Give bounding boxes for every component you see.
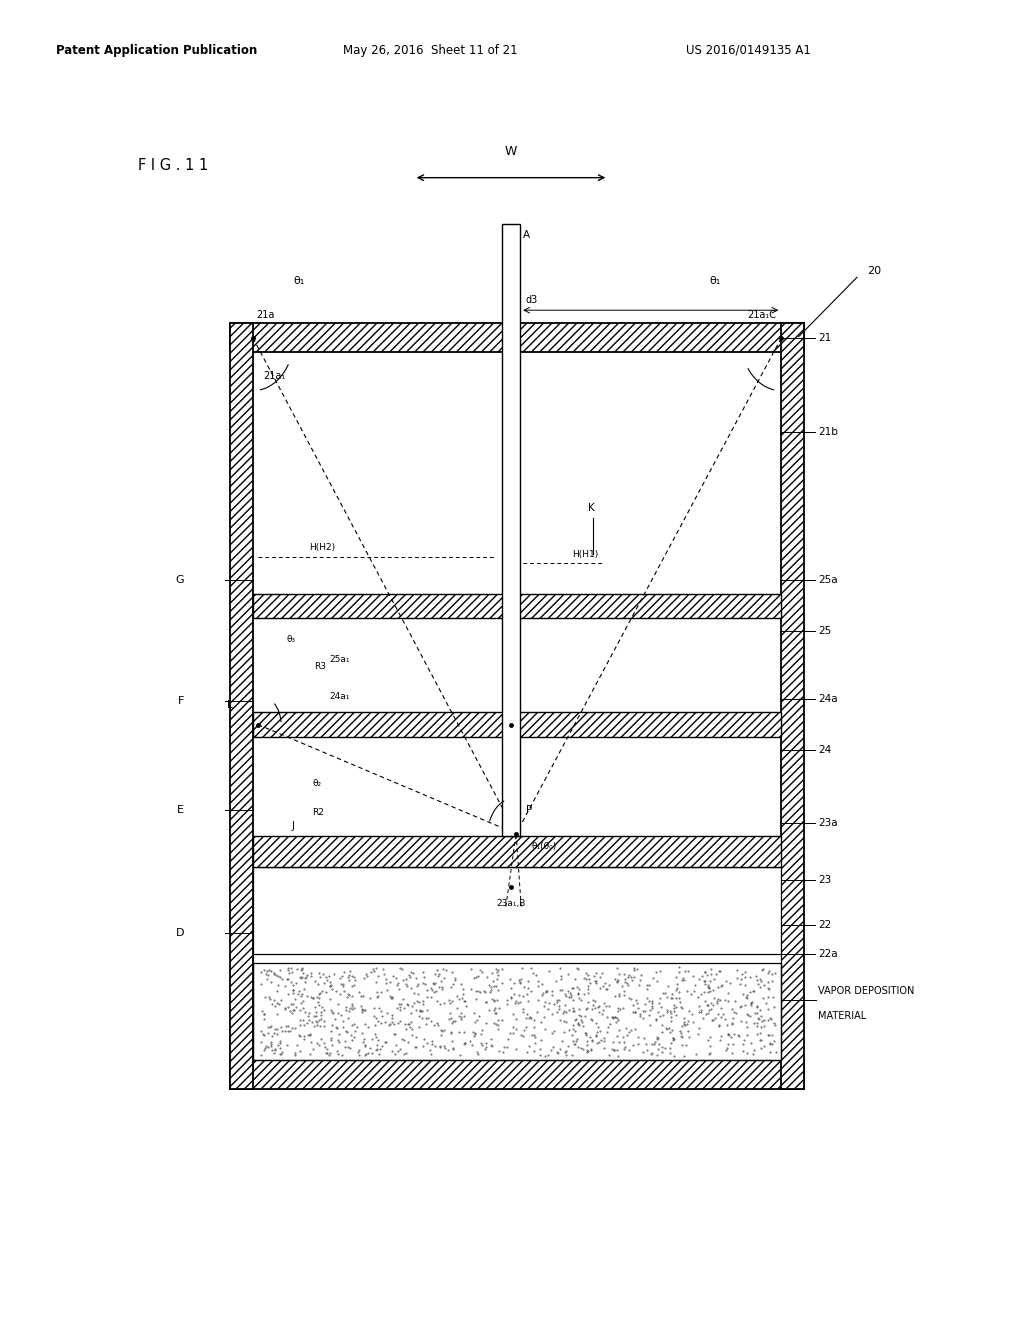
Bar xyxy=(253,837,781,867)
Bar xyxy=(253,713,781,737)
Text: 22a: 22a xyxy=(818,949,838,958)
Bar xyxy=(230,323,804,352)
Text: 21a₁C: 21a₁C xyxy=(748,310,776,321)
Text: 21b: 21b xyxy=(818,426,838,437)
Text: 23a₁,B: 23a₁,B xyxy=(497,899,525,908)
Text: 21a: 21a xyxy=(256,310,274,321)
Text: J: J xyxy=(292,821,295,830)
Text: 25a: 25a xyxy=(818,576,838,586)
Bar xyxy=(253,352,781,1060)
Text: 20: 20 xyxy=(867,265,882,276)
Text: A: A xyxy=(523,231,530,240)
Text: H(H2): H(H2) xyxy=(309,543,336,552)
Text: MATERIAL: MATERIAL xyxy=(818,1011,866,1022)
Text: 22: 22 xyxy=(818,920,831,929)
Text: θ₁: θ₁ xyxy=(294,276,304,286)
Text: E: E xyxy=(177,805,184,814)
Text: R2: R2 xyxy=(312,808,325,817)
Text: G: G xyxy=(176,574,184,585)
Text: θ₃: θ₃ xyxy=(287,635,296,644)
Bar xyxy=(230,323,253,1089)
Text: θ₁(θ₀): θ₁(θ₀) xyxy=(531,842,557,851)
Text: H(H1): H(H1) xyxy=(572,549,599,558)
Text: 25: 25 xyxy=(818,627,831,636)
Bar xyxy=(230,1060,804,1089)
Text: K: K xyxy=(588,503,595,513)
Text: R3: R3 xyxy=(314,661,327,671)
Text: May 26, 2016  Sheet 11 of 21: May 26, 2016 Sheet 11 of 21 xyxy=(343,44,517,57)
Text: 21: 21 xyxy=(818,333,831,343)
Text: 25a₁: 25a₁ xyxy=(330,655,350,664)
Text: θ₂: θ₂ xyxy=(312,779,322,788)
Text: W: W xyxy=(505,145,517,158)
Bar xyxy=(781,323,804,1089)
Text: F: F xyxy=(178,696,184,706)
Text: 24: 24 xyxy=(818,744,831,755)
Text: 24a: 24a xyxy=(818,694,838,704)
Text: 24a₁: 24a₁ xyxy=(330,692,350,701)
Text: 23a: 23a xyxy=(818,818,838,828)
Text: P: P xyxy=(526,805,532,814)
Text: θ₁: θ₁ xyxy=(710,276,720,286)
Text: 21a₁: 21a₁ xyxy=(263,371,286,381)
Text: d3: d3 xyxy=(525,294,538,305)
Text: D: D xyxy=(176,928,184,939)
Bar xyxy=(253,594,781,618)
Bar xyxy=(253,867,781,1060)
Text: L: L xyxy=(227,700,233,710)
Bar xyxy=(502,224,520,837)
Text: F I G . 1 1: F I G . 1 1 xyxy=(138,157,209,173)
Text: Patent Application Publication: Patent Application Publication xyxy=(56,44,258,57)
Bar xyxy=(253,964,781,1060)
Text: VAPOR DEPOSITION: VAPOR DEPOSITION xyxy=(818,986,914,997)
Text: US 2016/0149135 A1: US 2016/0149135 A1 xyxy=(686,44,811,57)
Text: 23: 23 xyxy=(818,875,831,886)
